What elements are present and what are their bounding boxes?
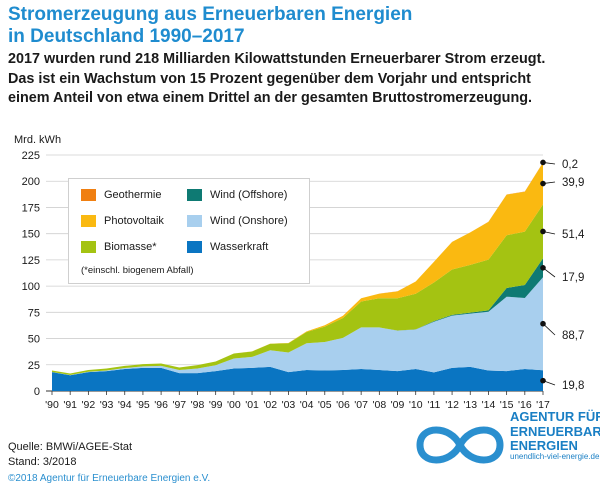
area-photovoltaik — [52, 162, 543, 374]
logo-line-3: ENERGIEN — [510, 438, 578, 453]
legend-swatch — [187, 189, 202, 201]
x-tick-label: '98 — [191, 399, 205, 411]
x-tick-label: '04 — [300, 399, 314, 411]
logo-line-1: AGENTUR FÜR — [510, 409, 600, 424]
x-tick-label: '92 — [82, 399, 96, 411]
y-tick-label: 50 — [28, 334, 40, 346]
leader-line — [542, 162, 556, 165]
leader-line — [542, 267, 556, 278]
leader-line — [542, 380, 556, 386]
x-tick-label: '02 — [263, 399, 277, 411]
legend-item-wasserkraft: Wasserkraft — [187, 241, 268, 253]
x-tick-label: '11 — [427, 399, 440, 411]
x-tick-label: '00 — [227, 399, 241, 411]
legend-swatch — [81, 241, 96, 253]
legend-swatch — [187, 241, 202, 253]
x-tick-label: '08 — [372, 399, 386, 411]
legend-label: Wind (Onshore) — [210, 215, 288, 227]
y-tick-label: 0 — [34, 386, 40, 398]
x-tick-label: '95 — [136, 399, 150, 411]
area-wasserkraft — [52, 366, 543, 391]
x-tick-label: '05 — [318, 399, 332, 411]
legend-item-photovoltaik: Photovoltaik — [81, 215, 164, 227]
legend-item-biomasse: Biomasse* — [81, 241, 157, 253]
x-tick-label: '01 — [245, 399, 259, 411]
title-line-2: in Deutschland 1990–2017 — [8, 26, 245, 47]
area-wind-onshore — [52, 277, 543, 376]
end-value-label: 88,7 — [562, 330, 584, 342]
y-tick-label: 225 — [22, 150, 40, 162]
subtitle-line-1: 2017 wurden rund 218 Milliarden Kilowatt… — [8, 51, 546, 67]
x-tick-label: '96 — [154, 399, 168, 411]
x-tick-label: '07 — [354, 399, 368, 411]
x-tick-label: '15 — [500, 399, 514, 411]
y-tick-label: 25 — [28, 360, 40, 372]
end-value-label: 51,4 — [562, 229, 585, 241]
title-line-1: Stromerzeugung aus Erneuerbaren Energien — [8, 4, 413, 25]
leader-line — [542, 181, 556, 184]
subtitle-line-3: einem Anteil von etwa einem Drittel an d… — [8, 90, 533, 106]
x-tick-label: '09 — [391, 399, 405, 411]
x-tick-label: '14 — [482, 399, 496, 411]
chart-subtitle: 2017 wurden rund 218 Milliarden Kilowatt… — [8, 50, 596, 109]
legend-label: Biomasse* — [104, 241, 157, 253]
x-tick-label: '13 — [463, 399, 477, 411]
date-text: Stand: 3/2018 — [8, 456, 77, 468]
x-tick-label: '94 — [118, 399, 132, 411]
copyright-text: ©2018 Agentur für Erneuerbare Energien e… — [8, 473, 211, 484]
infinity-logo-icon — [416, 426, 504, 464]
y-axis-unit: Mrd. kWh — [14, 134, 62, 146]
legend-note: (*einschl. biogenem Abfall) — [81, 265, 194, 276]
end-value-label: 17,9 — [562, 272, 584, 284]
x-tick-label: '12 — [445, 399, 459, 411]
x-tick-label: '16 — [518, 399, 532, 411]
x-tick-label: '03 — [282, 399, 296, 411]
legend-swatch — [187, 215, 202, 227]
legend-item-geothermie: Geothermie — [81, 189, 161, 201]
legend-label: Wind (Offshore) — [210, 189, 288, 201]
y-tick-label: 150 — [22, 229, 40, 241]
y-tick-label: 175 — [22, 202, 40, 214]
leader-line — [542, 323, 556, 336]
x-tick-label: '99 — [209, 399, 223, 411]
y-tick-label: 100 — [22, 281, 40, 293]
logo-url: unendlich-viel-energie.de — [510, 452, 600, 461]
x-tick-label: '10 — [409, 399, 423, 411]
area-biomasse — [52, 204, 543, 376]
source-text: Quelle: BMWi/AGEE-Stat — [8, 441, 133, 453]
y-tick-label: 125 — [22, 255, 40, 267]
chart-title: Stromerzeugung aus Erneuerbaren Energien… — [8, 4, 412, 48]
end-value-label: 39,9 — [562, 177, 584, 189]
x-tick-label: '91 — [63, 399, 77, 411]
x-tick-label: '06 — [336, 399, 350, 411]
legend-item-wind-onshore: Wind (Onshore) — [187, 215, 288, 227]
end-value-label: 0,2 — [562, 159, 578, 171]
y-tick-label: 75 — [28, 307, 40, 319]
end-value-label: 19,8 — [562, 380, 584, 392]
subtitle-line-2: Das ist ein Wachstum von 15 Prozent gege… — [8, 70, 531, 87]
x-tick-label: '17 — [536, 399, 550, 411]
x-tick-label: '90 — [45, 399, 59, 411]
legend-label: Photovoltaik — [104, 215, 164, 227]
legend-item-wind-offshore: Wind (Offshore) — [187, 189, 287, 201]
y-tick-label: 200 — [22, 176, 40, 188]
legend-swatch — [81, 189, 96, 201]
x-tick-label: '97 — [172, 399, 186, 411]
legend-label: Wasserkraft — [210, 241, 269, 253]
legend-label: Geothermie — [104, 189, 162, 201]
x-tick-label: '93 — [100, 399, 114, 411]
legend: Geothermie Wind (Offshore) Photovoltaik … — [68, 178, 310, 284]
leader-line — [542, 231, 556, 235]
legend-swatch — [81, 215, 96, 227]
